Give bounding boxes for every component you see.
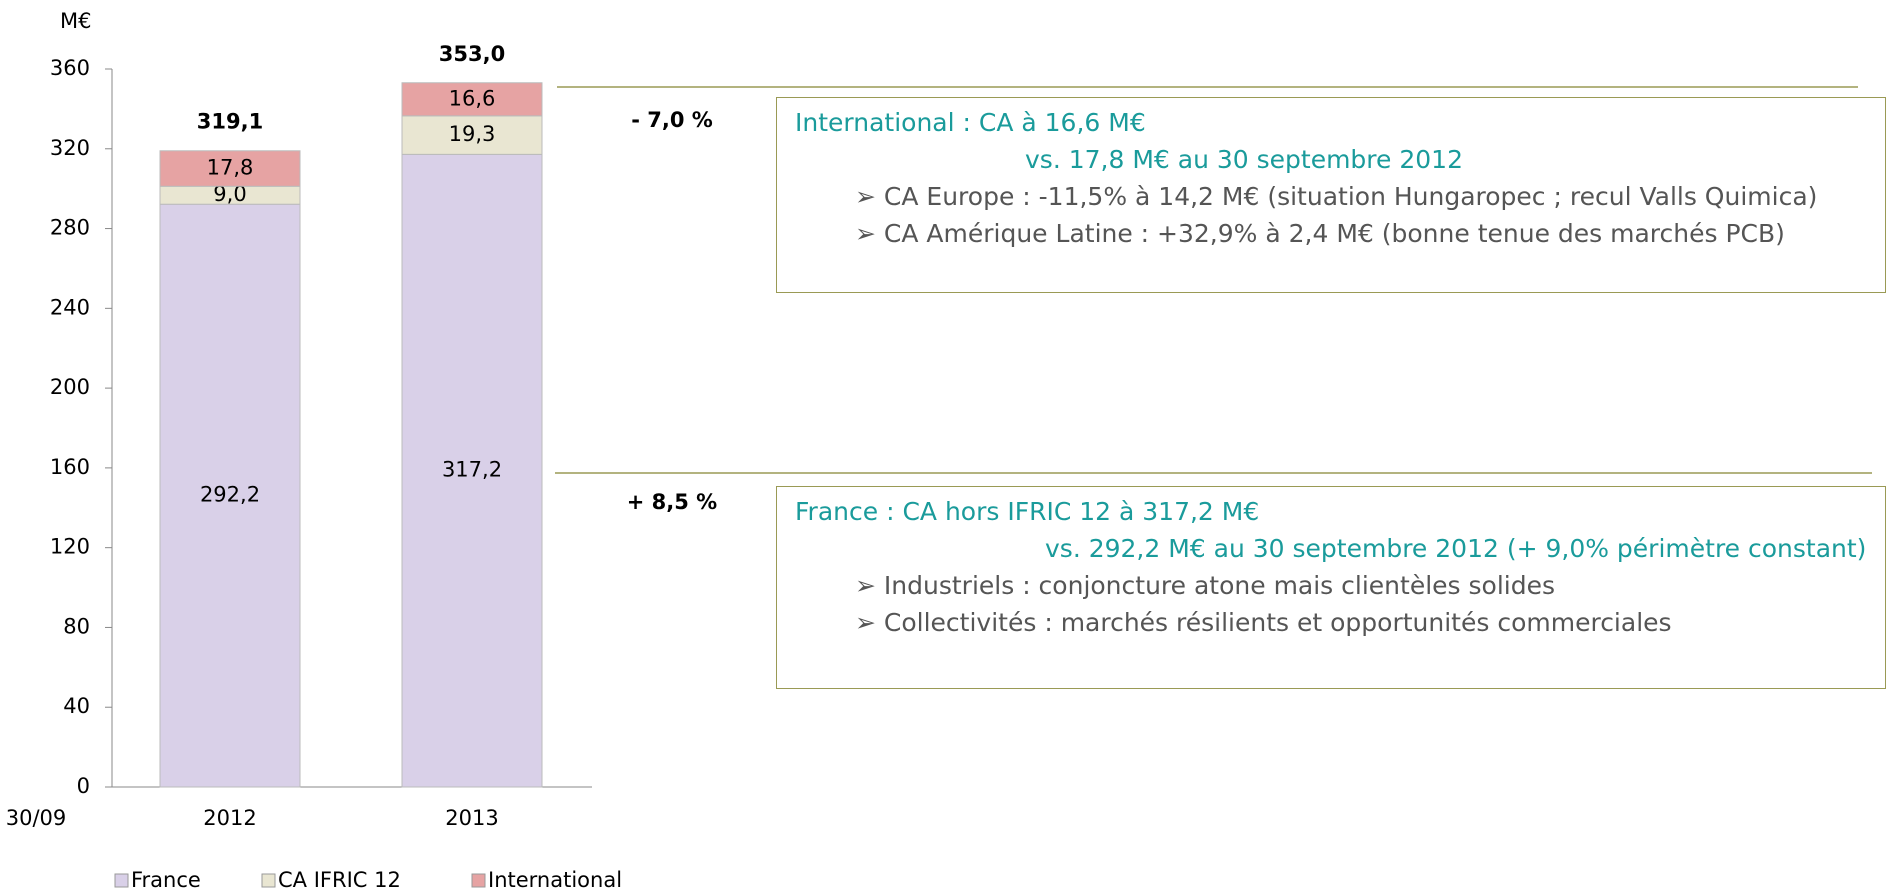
bar-segment bbox=[401, 153, 543, 788]
bar-segment bbox=[401, 115, 543, 155]
legend-swatch bbox=[114, 873, 129, 888]
y-tick-label: 320 bbox=[50, 136, 90, 160]
y-tick-label: 80 bbox=[63, 614, 90, 638]
value-label: 292,2 bbox=[200, 483, 260, 507]
x-axis-label: 30/09 bbox=[6, 806, 67, 830]
total-label: 353,0 bbox=[439, 42, 505, 66]
value-label: 19,3 bbox=[449, 122, 496, 146]
bullet: Industriels : conjoncture atone mais cli… bbox=[855, 571, 1867, 600]
x-tick-label: 2013 bbox=[445, 806, 498, 830]
annotation: - 7,0 % bbox=[631, 108, 713, 132]
box-title: France : CA hors IFRIC 12 à 317,2 M€ bbox=[795, 497, 1260, 526]
annotation: + 8,5 % bbox=[627, 490, 717, 514]
bar-segment bbox=[159, 150, 301, 187]
info-box: International : CA à 16,6 M€ vs. 17,8 M€… bbox=[776, 97, 1886, 293]
value-label: 317,2 bbox=[442, 458, 502, 482]
y-tick-label: 280 bbox=[50, 216, 90, 240]
y-tick-label: 240 bbox=[50, 295, 90, 319]
bullet: CA Amérique Latine : +32,9% à 2,4 M€ (bo… bbox=[855, 219, 1867, 248]
legend-label: International bbox=[488, 868, 622, 892]
legend-label: CA IFRIC 12 bbox=[278, 868, 401, 892]
box-subtitle: vs. 292,2 M€ au 30 septembre 2012 (+ 9,0… bbox=[1045, 534, 1867, 563]
y-axis-label: M€ bbox=[60, 9, 91, 33]
box-title: International : CA à 16,6 M€ bbox=[795, 108, 1146, 137]
value-label: 17,8 bbox=[207, 156, 254, 180]
y-tick-label: 40 bbox=[63, 694, 90, 718]
total-label: 319,1 bbox=[197, 110, 263, 134]
y-tick-label: 200 bbox=[50, 375, 90, 399]
legend-swatch bbox=[471, 873, 486, 888]
y-tick-label: 120 bbox=[50, 535, 90, 559]
y-tick-label: 0 bbox=[77, 774, 90, 798]
bar-segment bbox=[159, 203, 301, 788]
bullet: CA Europe : -11,5% à 14,2 M€ (situation … bbox=[855, 182, 1867, 211]
bar-segment bbox=[401, 82, 543, 117]
info-box: France : CA hors IFRIC 12 à 317,2 M€ vs.… bbox=[776, 486, 1886, 689]
box-subtitle: vs. 17,8 M€ au 30 septembre 2012 bbox=[1025, 145, 1463, 174]
y-tick-label: 360 bbox=[50, 56, 90, 80]
legend-swatch bbox=[261, 873, 276, 888]
x-tick-label: 2012 bbox=[203, 806, 256, 830]
legend-label: France bbox=[131, 868, 201, 892]
value-label: 16,6 bbox=[449, 86, 496, 110]
y-tick-label: 160 bbox=[50, 455, 90, 479]
bullet: Collectivités : marchés résilients et op… bbox=[855, 608, 1867, 637]
